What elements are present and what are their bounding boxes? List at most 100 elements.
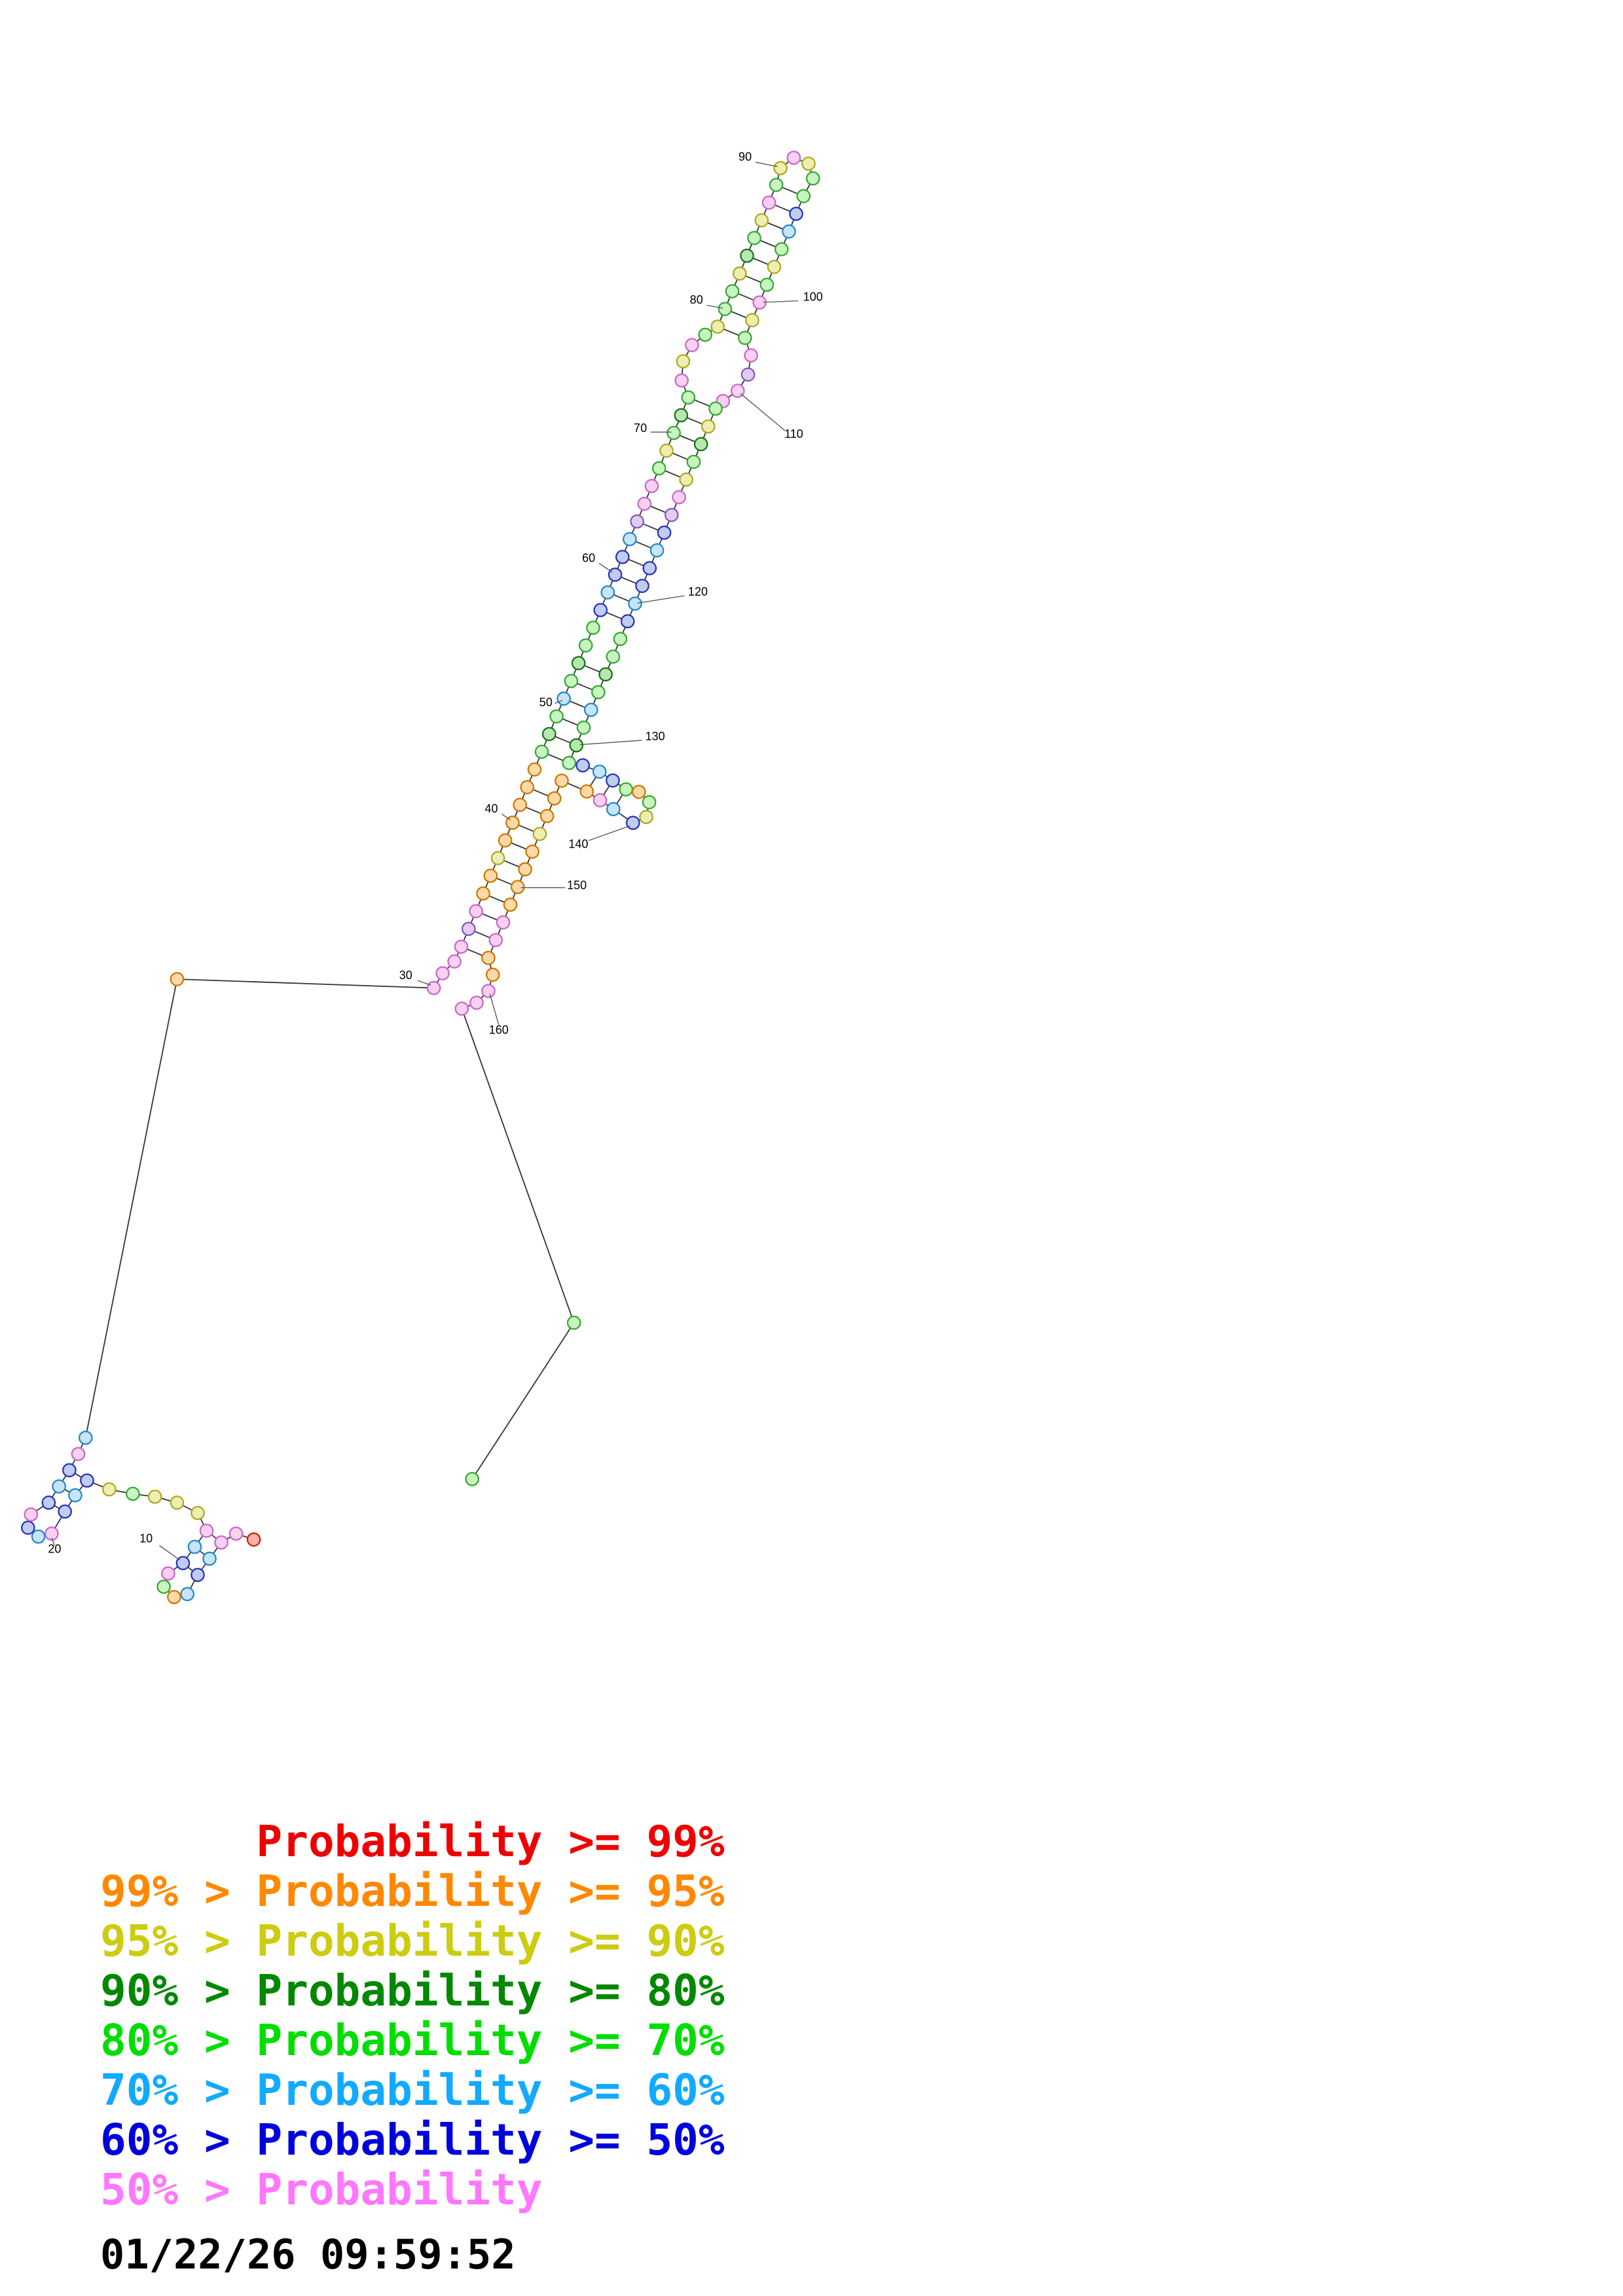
nucleotide-node xyxy=(469,904,483,918)
nucleotide-node xyxy=(666,425,681,440)
nucleotide-node xyxy=(674,373,689,388)
nucleotide-node xyxy=(738,331,752,345)
nucleotide-node xyxy=(556,691,571,706)
nucleotide-node xyxy=(659,443,674,458)
nucleotide-node xyxy=(674,408,689,423)
nucleotide-node xyxy=(571,656,586,671)
nucleotide-node xyxy=(45,1526,59,1541)
label-leader-line xyxy=(637,595,685,604)
nucleotide-node xyxy=(510,880,525,895)
position-label: 50 xyxy=(539,696,553,709)
timestamp: 01/22/26 09:59:52 xyxy=(100,2231,516,2278)
nucleotide-node xyxy=(593,603,608,617)
nucleotide-node xyxy=(754,213,769,228)
position-label: 90 xyxy=(739,151,752,164)
nucleotide-node xyxy=(541,726,556,742)
nucleotide-node xyxy=(665,507,679,522)
nucleotide-node xyxy=(623,531,637,547)
label-leader-line xyxy=(588,825,630,841)
label-leader-line xyxy=(706,304,723,309)
nucleotide-node xyxy=(672,490,686,505)
nucleotide-node xyxy=(167,1590,181,1604)
nucleotide-node xyxy=(600,585,615,600)
nucleotide-node xyxy=(68,1488,82,1503)
nucleotide-node xyxy=(676,354,691,368)
nucleotide-node xyxy=(525,844,539,859)
nucleotide-node xyxy=(774,242,789,257)
position-label: 30 xyxy=(399,969,412,982)
nucleotide-node xyxy=(606,649,621,664)
nucleotide-node xyxy=(598,667,613,682)
nucleotide-node xyxy=(782,224,796,239)
nucleotide-node xyxy=(80,1473,94,1488)
legend-line: 70% > Probability >= 60% xyxy=(100,2065,725,2115)
nucleotide-node xyxy=(620,614,635,629)
nucleotide-node xyxy=(630,514,644,529)
nucleotide-node xyxy=(606,802,621,817)
nucleotide-node xyxy=(562,755,577,770)
nucleotide-node xyxy=(191,1505,205,1520)
nucleotide-node xyxy=(161,1566,175,1581)
nucleotide-node xyxy=(686,454,701,469)
label-leader-line xyxy=(740,393,786,431)
nucleotide-node xyxy=(693,437,708,452)
nucleotide-node xyxy=(615,550,630,564)
nucleotide-node xyxy=(62,1463,77,1478)
legend-line: 80% > Probability >= 70% xyxy=(100,2015,725,2066)
nucleotide-node xyxy=(454,939,469,954)
legend-line: Probability >= 99% xyxy=(100,1816,725,1867)
nucleotide-node xyxy=(796,188,811,204)
legend-line: 99% > Probability >= 95% xyxy=(100,1866,725,1916)
nucleotide-node xyxy=(126,1486,140,1501)
label-leader-line xyxy=(501,814,511,821)
nucleotide-node xyxy=(685,338,699,353)
nucleotide-node xyxy=(461,922,476,937)
nucleotide-node xyxy=(769,177,784,192)
nucleotide-node xyxy=(426,980,441,996)
probability-legend: Probability >= 99% 99% > Probability >= 9… xyxy=(100,1817,725,2215)
nucleotide-node xyxy=(635,579,649,593)
nucleotide-node xyxy=(24,1507,39,1522)
nucleotide-node xyxy=(481,950,496,965)
nucleotide-node xyxy=(41,1496,56,1510)
nucleotide-node xyxy=(513,797,527,812)
nucleotide-node xyxy=(639,810,653,825)
nucleotide-node xyxy=(156,1579,171,1594)
label-leader-line xyxy=(489,994,500,1026)
nucleotide-node xyxy=(214,1535,228,1550)
label-leader-line xyxy=(158,1545,181,1561)
nucleotide-node xyxy=(527,762,542,777)
nucleotide-node xyxy=(31,1529,46,1544)
nucleotide-node xyxy=(476,886,490,901)
nucleotide-node xyxy=(496,915,511,930)
nucleotide-node xyxy=(767,259,782,274)
position-label: 10 xyxy=(139,1532,153,1545)
nucleotide-node xyxy=(578,638,593,653)
nucleotide-node xyxy=(534,744,549,759)
nucleotide-node xyxy=(637,496,652,511)
label-leader-line xyxy=(763,300,799,303)
nucleotide-node xyxy=(725,284,740,298)
position-label: 20 xyxy=(48,1542,61,1555)
nucleotide-node xyxy=(21,1520,35,1535)
nucleotide-node xyxy=(606,773,620,788)
position-label: 130 xyxy=(646,730,665,743)
legend-line: 90% > Probability >= 80% xyxy=(100,1965,725,2016)
nucleotide-node xyxy=(575,758,591,773)
position-label: 160 xyxy=(489,1023,509,1036)
nucleotide-node xyxy=(246,1532,261,1547)
nucleotide-node xyxy=(649,543,665,558)
nucleotide-node xyxy=(518,862,532,876)
nucleotide-node xyxy=(642,561,657,575)
nucleotide-node xyxy=(147,1490,162,1504)
nucleotide-node xyxy=(732,266,747,281)
nucleotide-node xyxy=(228,1526,244,1541)
label-leader-line xyxy=(755,162,778,168)
nucleotide-node xyxy=(78,1430,93,1445)
nucleotide-node xyxy=(566,1316,581,1330)
nucleotide-node xyxy=(592,764,607,779)
label-leader-line xyxy=(579,740,642,745)
position-label: 120 xyxy=(688,585,708,598)
nucleotide-node xyxy=(547,791,562,806)
nucleotide-node xyxy=(170,1496,185,1510)
